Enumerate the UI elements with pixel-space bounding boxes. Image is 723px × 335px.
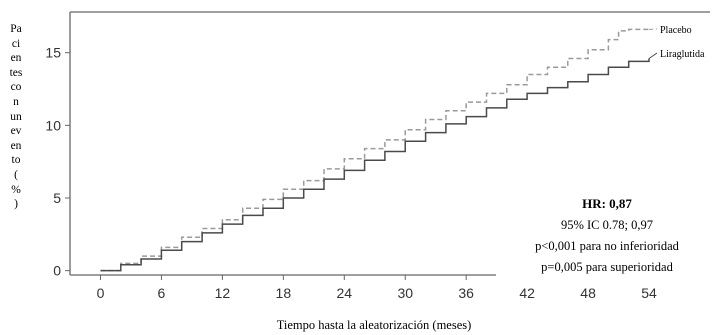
y-tick-label: 10 [45, 117, 61, 133]
series-line-liraglutida [100, 58, 650, 272]
y-axis-title-fragment: co [10, 81, 22, 94]
y-tick-label: 5 [53, 190, 61, 206]
x-tick-label: 0 [97, 285, 105, 301]
x-tick-label: 54 [641, 285, 657, 301]
series-label-placebo: Placebo [660, 25, 692, 36]
series-label-liraglutida: Liraglutida [660, 49, 705, 60]
y-axis-title-fragment: tes [9, 66, 23, 79]
y-tick-label: 0 [53, 263, 61, 279]
y-axis-title-fragment: ( [14, 168, 18, 181]
y-axis-title-fragment: ev [10, 125, 22, 138]
y-axis-title-fragment: ci [11, 37, 21, 50]
x-tick-label: 48 [580, 285, 596, 301]
y-tick-label: 15 [45, 45, 61, 61]
y-axis-title-fragment: ) [14, 198, 18, 211]
series-layer [100, 28, 650, 272]
x-axis: 0 6 12 18 24 30 36 42 48 54 [97, 275, 657, 301]
x-tick-label: 42 [519, 285, 535, 301]
confidence-interval-label: 95% IC 0.78; 0,97 [561, 218, 653, 232]
y-axis-title-fragment: en [10, 139, 22, 152]
x-tick-label: 30 [397, 285, 413, 301]
p-value-noninferiority-label: p<0,001 para no inferioridad [535, 239, 680, 253]
x-tick-label: 6 [158, 285, 166, 301]
x-tick-label: 36 [458, 285, 474, 301]
y-axis-title-fragment: % [11, 183, 21, 196]
series-connector-liraglutida [648, 52, 658, 59]
x-axis-title: Tiempo hasta la aleatorización (meses) [277, 318, 472, 332]
y-axis-title-fragment: n [13, 95, 19, 108]
y-axis-title-fragment: Pa [10, 23, 22, 35]
annotation-box [496, 188, 723, 284]
x-tick-label: 12 [215, 285, 231, 301]
y-axis-title-fragment: en [10, 52, 22, 65]
x-tick-label: 24 [336, 285, 352, 301]
y-axis-title-fragment: to [11, 154, 21, 167]
y-axis-title: Pa ci en tes co n un ev en to(%) [2, 22, 30, 212]
hazard-ratio-label: HR: 0,87 [582, 196, 632, 211]
p-value-superiority-label: p=0,005 para superioridad [541, 260, 673, 274]
x-tick-label: 18 [276, 285, 292, 301]
series-labels: Placebo Liraglutida [648, 25, 705, 60]
y-axis-title-fragment: un [10, 110, 22, 123]
y-axis: 0 5 10 15 [45, 45, 70, 279]
